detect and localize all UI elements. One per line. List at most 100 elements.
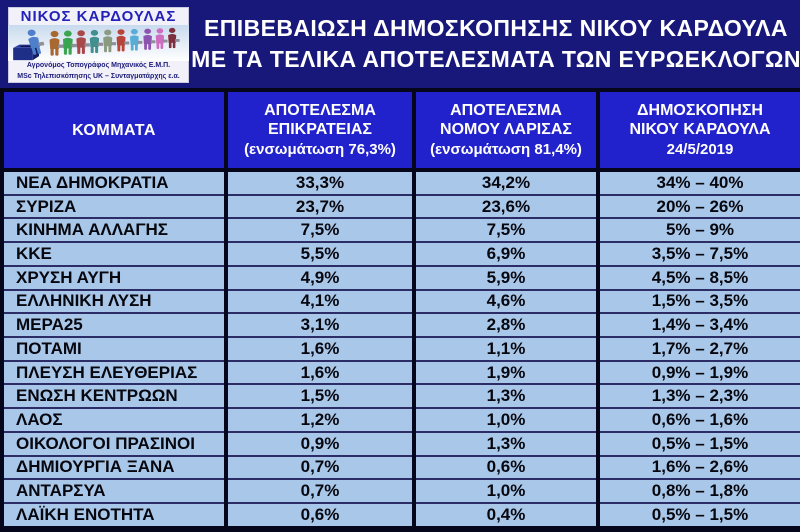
poll-range-cell: 0,6% – 1,6% (596, 407, 800, 433)
logo-subtitle-line1: Αγρονόμος Τοπογράφος Μηχανικός Ε.Μ.Π. (26, 62, 171, 69)
national-result-cell: 1,6% (224, 359, 416, 386)
table-row: ΠΛΕΥΣΗ ΕΛΕΥΘΕΡΙΑΣ 1,6% 1,9% 0,9% – 1,9% (0, 359, 800, 386)
national-result-cell: 1,2% (224, 407, 416, 433)
table-header-row: ΚΟΜΜΑΤΑ ΑΠΟΤΕΛΕΣΜΑ ΕΠΙΚΡΑΤΕΙΑΣ (ενσωμάτω… (0, 88, 800, 172)
larisa-result-cell: 1,3% (412, 383, 600, 410)
poll-range-cell: 0,9% – 1,9% (596, 359, 800, 386)
national-result-cell: 0,7% (224, 478, 416, 504)
party-name-cell: ΟΙΚΟΛΟΓΟΙ ΠΡΑΣΙΝΟΙ (0, 430, 228, 457)
party-name-cell: ΛΑΪΚΗ ΕΝΟΤΗΤΑ (0, 501, 228, 531)
party-name-cell: ΠΛΕΥΣΗ ΕΛΕΥΘΕΡΙΑΣ (0, 359, 228, 386)
voters-queue-illustration (8, 25, 189, 61)
table-row: ΣΥΡΙΖΑ 23,7% 23,6% 20% – 26% (0, 193, 800, 220)
larisa-result-cell: 1,0% (412, 478, 600, 504)
column-header-parties: ΚΟΜΜΑΤΑ (0, 88, 228, 172)
table-row: ΛΑΟΣ 1,2% 1,0% 0,6% – 1,6% (0, 407, 800, 433)
national-result-cell: 7,5% (224, 217, 416, 244)
column-header-larisa-result: ΑΠΟΤΕΛΕΣΜΑ ΝΟΜΟΥ ΛΑΡΙΣΑΣ (ενσωμάτωση 81,… (412, 88, 600, 172)
poll-range-cell: 34% – 40% (596, 169, 800, 196)
table-row: ΔΗΜΙΟΥΡΓΙΑ ΞΑΝΑ 0,7% 0,6% 1,6% – 2,6% (0, 454, 800, 481)
party-name-cell: ΚΚΕ (0, 241, 228, 267)
table-row: ΟΙΚΟΛΟΓΟΙ ΠΡΑΣΙΝΟΙ 0,9% 1,3% 0,5% – 1,5% (0, 430, 800, 457)
poll-range-cell: 3,5% – 7,5% (596, 241, 800, 267)
nikos-kardoulas-logo: ΝΙΚΟΣ ΚΑΡΔΟΥΛΑΣ (8, 7, 189, 83)
larisa-result-cell: 1,9% (412, 359, 600, 386)
poll-header-line2: ΝΙΚΟΥ ΚΑΡΔΟΥΛΑ (629, 121, 771, 138)
voters-queue-svg (8, 25, 189, 61)
party-name-cell: ΕΛΛΗΝΙΚΗ ΛΥΣΗ (0, 288, 228, 315)
larisa-result-cell: 34,2% (412, 169, 600, 196)
party-name-cell: ΔΗΜΙΟΥΡΓΙΑ ΞΑΝΑ (0, 454, 228, 481)
party-name-cell: ΠΟΤΑΜΙ (0, 336, 228, 362)
national-result-cell: 5,5% (224, 241, 416, 267)
larisa-header-line1: ΑΠΟΤΕΛΕΣΜΑ (450, 102, 562, 119)
poll-results-table: ΚΟΜΜΑΤΑ ΑΠΟΤΕΛΕΣΜΑ ΕΠΙΚΡΑΤΕΙΑΣ (ενσωμάτω… (0, 88, 800, 532)
top-banner: ΝΙΚΟΣ ΚΑΡΔΟΥΛΑΣ (0, 0, 800, 88)
table-row: ΕΝΩΣΗ ΚΕΝΤΡΩΩΝ 1,5% 1,3% 1,3% – 2,3% (0, 383, 800, 410)
table-row: ΠΟΤΑΜΙ 1,6% 1,1% 1,7% – 2,7% (0, 336, 800, 362)
page-title-line1: ΕΠΙΒΕΒΑΙΩΣΗ ΔΗΜΟΣΚΟΠΗΣΗΣ ΝΙΚΟΥ ΚΑΡΔΟΥΛΑ (204, 15, 788, 41)
table-row: ΧΡΥΣΗ ΑΥΓΗ 4,9% 5,9% 4,5% – 8,5% (0, 264, 800, 291)
larisa-result-cell: 2,8% (412, 312, 600, 338)
larisa-result-cell: 23,6% (412, 193, 600, 220)
larisa-result-cell: 6,9% (412, 241, 600, 267)
logo-subtitle-line2: MSc Τηλεπισκόπησης UK – Συνταγματάρχης ε… (17, 73, 180, 80)
larisa-result-cell: 0,4% (412, 501, 600, 531)
column-header-national-result: ΑΠΟΤΕΛΕΣΜΑ ΕΠΙΚΡΑΤΕΙΑΣ (ενσωμάτωση 76,3%… (224, 88, 416, 172)
national-result-cell: 0,7% (224, 454, 416, 481)
national-header-line2: ΕΠΙΚΡΑΤΕΙΑΣ (268, 121, 372, 138)
national-result-cell: 4,9% (224, 264, 416, 291)
party-name-cell: ΧΡΥΣΗ ΑΥΓΗ (0, 264, 228, 291)
party-name-cell: ΛΑΟΣ (0, 407, 228, 433)
national-header-line1: ΑΠΟΤΕΛΕΣΜΑ (264, 102, 376, 119)
national-result-cell: 33,3% (224, 169, 416, 196)
poll-range-cell: 0,8% – 1,8% (596, 478, 800, 504)
table-row: ΕΛΛΗΝΙΚΗ ΛΥΣΗ 4,1% 4,6% 1,5% – 3,5% (0, 288, 800, 315)
national-result-cell: 1,6% (224, 336, 416, 362)
logo-title: ΝΙΚΟΣ ΚΑΡΔΟΥΛΑΣ (20, 8, 177, 25)
poll-range-cell: 0,5% – 1,5% (596, 501, 800, 531)
national-header-line3: (ενσωμάτωση 76,3%) (244, 141, 396, 158)
national-result-cell: 3,1% (224, 312, 416, 338)
national-result-cell: 0,6% (224, 501, 416, 531)
column-header-poll: ΔΗΜΟΣΚΟΠΗΣΗ ΝΙΚΟΥ ΚΑΡΔΟΥΛΑ 24/5/2019 (596, 88, 800, 172)
larisa-result-cell: 0,6% (412, 454, 600, 481)
poll-range-cell: 1,5% – 3,5% (596, 288, 800, 315)
party-name-cell: ΜΕΡΑ25 (0, 312, 228, 338)
poll-range-cell: 1,4% – 3,4% (596, 312, 800, 338)
poll-range-cell: 1,3% – 2,3% (596, 383, 800, 410)
larisa-result-cell: 5,9% (412, 264, 600, 291)
parties-header-label: ΚΟΜΜΑΤΑ (72, 121, 156, 139)
poll-range-cell: 20% – 26% (596, 193, 800, 220)
party-name-cell: ΣΥΡΙΖΑ (0, 193, 228, 220)
party-name-cell: ΕΝΩΣΗ ΚΕΝΤΡΩΩΝ (0, 383, 228, 410)
national-result-cell: 0,9% (224, 430, 416, 457)
party-name-cell: ΝΕΑ ΔΗΜΟΚΡΑΤΙΑ (0, 169, 228, 196)
poll-header-line1: ΔΗΜΟΣΚΟΠΗΣΗ (637, 102, 763, 119)
poll-range-cell: 4,5% – 8,5% (596, 264, 800, 291)
party-name-cell: ΚΙΝΗΜΑ ΑΛΛΑΓΗΣ (0, 217, 228, 244)
larisa-result-cell: 1,0% (412, 407, 600, 433)
larisa-header-line2: ΝΟΜΟΥ ΛΑΡΙΣΑΣ (440, 121, 572, 138)
larisa-result-cell: 4,6% (412, 288, 600, 315)
table-row: ΚΚΕ 5,5% 6,9% 3,5% – 7,5% (0, 241, 800, 267)
poll-range-cell: 5% – 9% (596, 217, 800, 244)
table-row: ΚΙΝΗΜΑ ΑΛΛΑΓΗΣ 7,5% 7,5% 5% – 9% (0, 217, 800, 244)
larisa-result-cell: 7,5% (412, 217, 600, 244)
national-result-cell: 23,7% (224, 193, 416, 220)
table-row: ΑΝΤΑΡΣΥΑ 0,7% 1,0% 0,8% – 1,8% (0, 478, 800, 504)
table-row: ΛΑΪΚΗ ΕΝΟΤΗΤΑ 0,6% 0,4% 0,5% – 1,5% (0, 501, 800, 531)
national-result-cell: 4,1% (224, 288, 416, 315)
poll-range-cell: 1,6% – 2,6% (596, 454, 800, 481)
poll-range-cell: 1,7% – 2,7% (596, 336, 800, 362)
national-result-cell: 1,5% (224, 383, 416, 410)
party-name-cell: ΑΝΤΑΡΣΥΑ (0, 478, 228, 504)
page-title: ΕΠΙΒΕΒΑΙΩΣΗ ΔΗΜΟΣΚΟΠΗΣΗΣ ΝΙΚΟΥ ΚΑΡΔΟΥΛΑ … (191, 0, 800, 88)
page-title-line2: ΜΕ ΤΑ ΤΕΛΙΚΑ ΑΠΟΤΕΛΕΣΜΑΤΑ ΤΩΝ ΕΥΡΩΕΚΛΟΓΩ… (191, 46, 800, 72)
table-row: ΜΕΡΑ25 3,1% 2,8% 1,4% – 3,4% (0, 312, 800, 338)
larisa-result-cell: 1,3% (412, 430, 600, 457)
poll-header-line3: 24/5/2019 (666, 141, 734, 158)
larisa-result-cell: 1,1% (412, 336, 600, 362)
table-row: ΝΕΑ ΔΗΜΟΚΡΑΤΙΑ 33,3% 34,2% 34% – 40% (0, 169, 800, 196)
larisa-header-line3: (ενσωμάτωση 81,4%) (430, 141, 582, 158)
